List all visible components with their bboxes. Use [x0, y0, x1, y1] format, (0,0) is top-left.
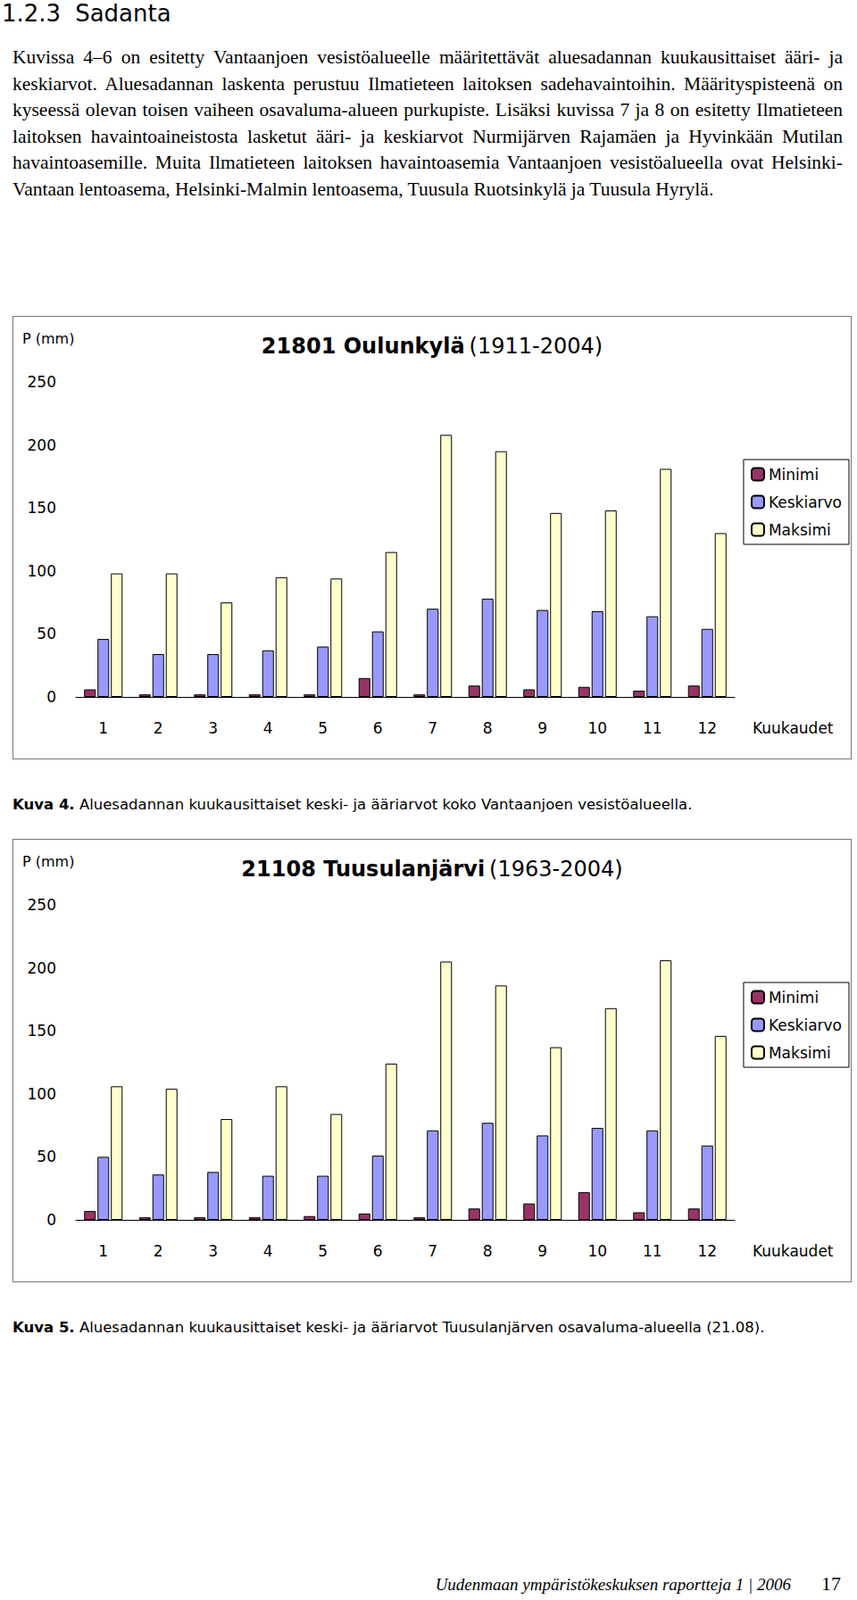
svg-text:150: 150	[27, 499, 57, 517]
svg-text:10: 10	[587, 719, 608, 738]
svg-text:150: 150	[27, 1022, 57, 1041]
svg-text:50: 50	[36, 624, 57, 643]
svg-text:(1911-2004): (1911-2004)	[469, 333, 604, 359]
html-text:17: 17	[821, 1572, 841, 1596]
svg-text:Kuukaudet: Kuukaudet	[752, 1242, 834, 1261]
svg-text:P (mm): P (mm)	[22, 853, 75, 871]
svg-text:9: 9	[537, 1242, 548, 1261]
svg-text:6: 6	[373, 1242, 383, 1261]
svg-text:6: 6	[373, 719, 383, 738]
svg-text:4: 4	[263, 1242, 274, 1261]
svg-text:3: 3	[208, 719, 218, 738]
svg-text:100: 100	[27, 562, 57, 581]
svg-text:Minimi: Minimi	[768, 989, 819, 1007]
svg-text:2: 2	[153, 719, 164, 738]
svg-text:2: 2	[153, 1242, 164, 1261]
svg-text:Minimi: Minimi	[768, 465, 819, 484]
svg-text:11: 11	[642, 1242, 663, 1261]
svg-text:Kuukaudet: Kuukaudet	[752, 719, 834, 738]
svg-text:3: 3	[208, 1242, 218, 1261]
svg-text:Keskiarvo: Keskiarvo	[768, 1016, 842, 1035]
svg-text:9: 9	[537, 719, 548, 738]
html-text:Kuva 4. Aluesadannan kuukausit: Kuva 4. Aluesadannan kuukausittaiset kes…	[12, 796, 693, 814]
svg-text:0: 0	[46, 688, 57, 707]
svg-text:Maksimi: Maksimi	[768, 521, 832, 540]
svg-text:50: 50	[36, 1148, 57, 1166]
svg-text:12: 12	[697, 1242, 717, 1261]
svg-text:250: 250	[27, 373, 57, 392]
html-text:Uudenmaan ympäristökeskuksen r: Uudenmaan ympäristökeskuksen raportteja …	[435, 1575, 791, 1595]
svg-text:1: 1	[98, 1242, 109, 1261]
svg-text:0: 0	[46, 1211, 57, 1230]
svg-text:7: 7	[427, 719, 438, 738]
svg-text:Keskiarvo: Keskiarvo	[768, 493, 842, 512]
svg-text:5: 5	[317, 719, 328, 738]
svg-text:250: 250	[27, 896, 57, 915]
svg-text:8: 8	[482, 719, 493, 738]
svg-text:5: 5	[317, 1242, 328, 1261]
html-text:Sadanta: Sadanta	[75, 0, 172, 27]
html-text:Kuva 5. Aluesadannan kuukausit: Kuva 5. Aluesadannan kuukausittaiset kes…	[12, 1319, 765, 1337]
svg-text:11: 11	[642, 719, 663, 738]
svg-text:8: 8	[482, 1242, 493, 1261]
svg-text:7: 7	[427, 1242, 438, 1261]
svg-text:Maksimi: Maksimi	[768, 1044, 832, 1063]
svg-text:21108 Tuusulanjärvi: 21108 Tuusulanjärvi	[241, 857, 485, 882]
svg-text:4: 4	[263, 719, 274, 738]
html-text:1.2.3: 1.2.3	[1, 0, 61, 27]
svg-text:200: 200	[27, 436, 57, 455]
svg-text:10: 10	[587, 1242, 608, 1261]
svg-text:100: 100	[27, 1085, 57, 1104]
svg-text:1: 1	[98, 719, 109, 738]
svg-text:(1963-2004): (1963-2004)	[489, 857, 624, 882]
svg-text:12: 12	[697, 719, 717, 738]
svg-text:200: 200	[27, 959, 57, 978]
html-text:Kuvissa 4–6 on esitetty Vantaa: Kuvissa 4–6 on esitetty Vantaanjoen vesi…	[12, 46, 843, 200]
svg-text:21801 Oulunkylä: 21801 Oulunkylä	[261, 333, 466, 359]
svg-text:P (mm): P (mm)	[22, 330, 75, 348]
